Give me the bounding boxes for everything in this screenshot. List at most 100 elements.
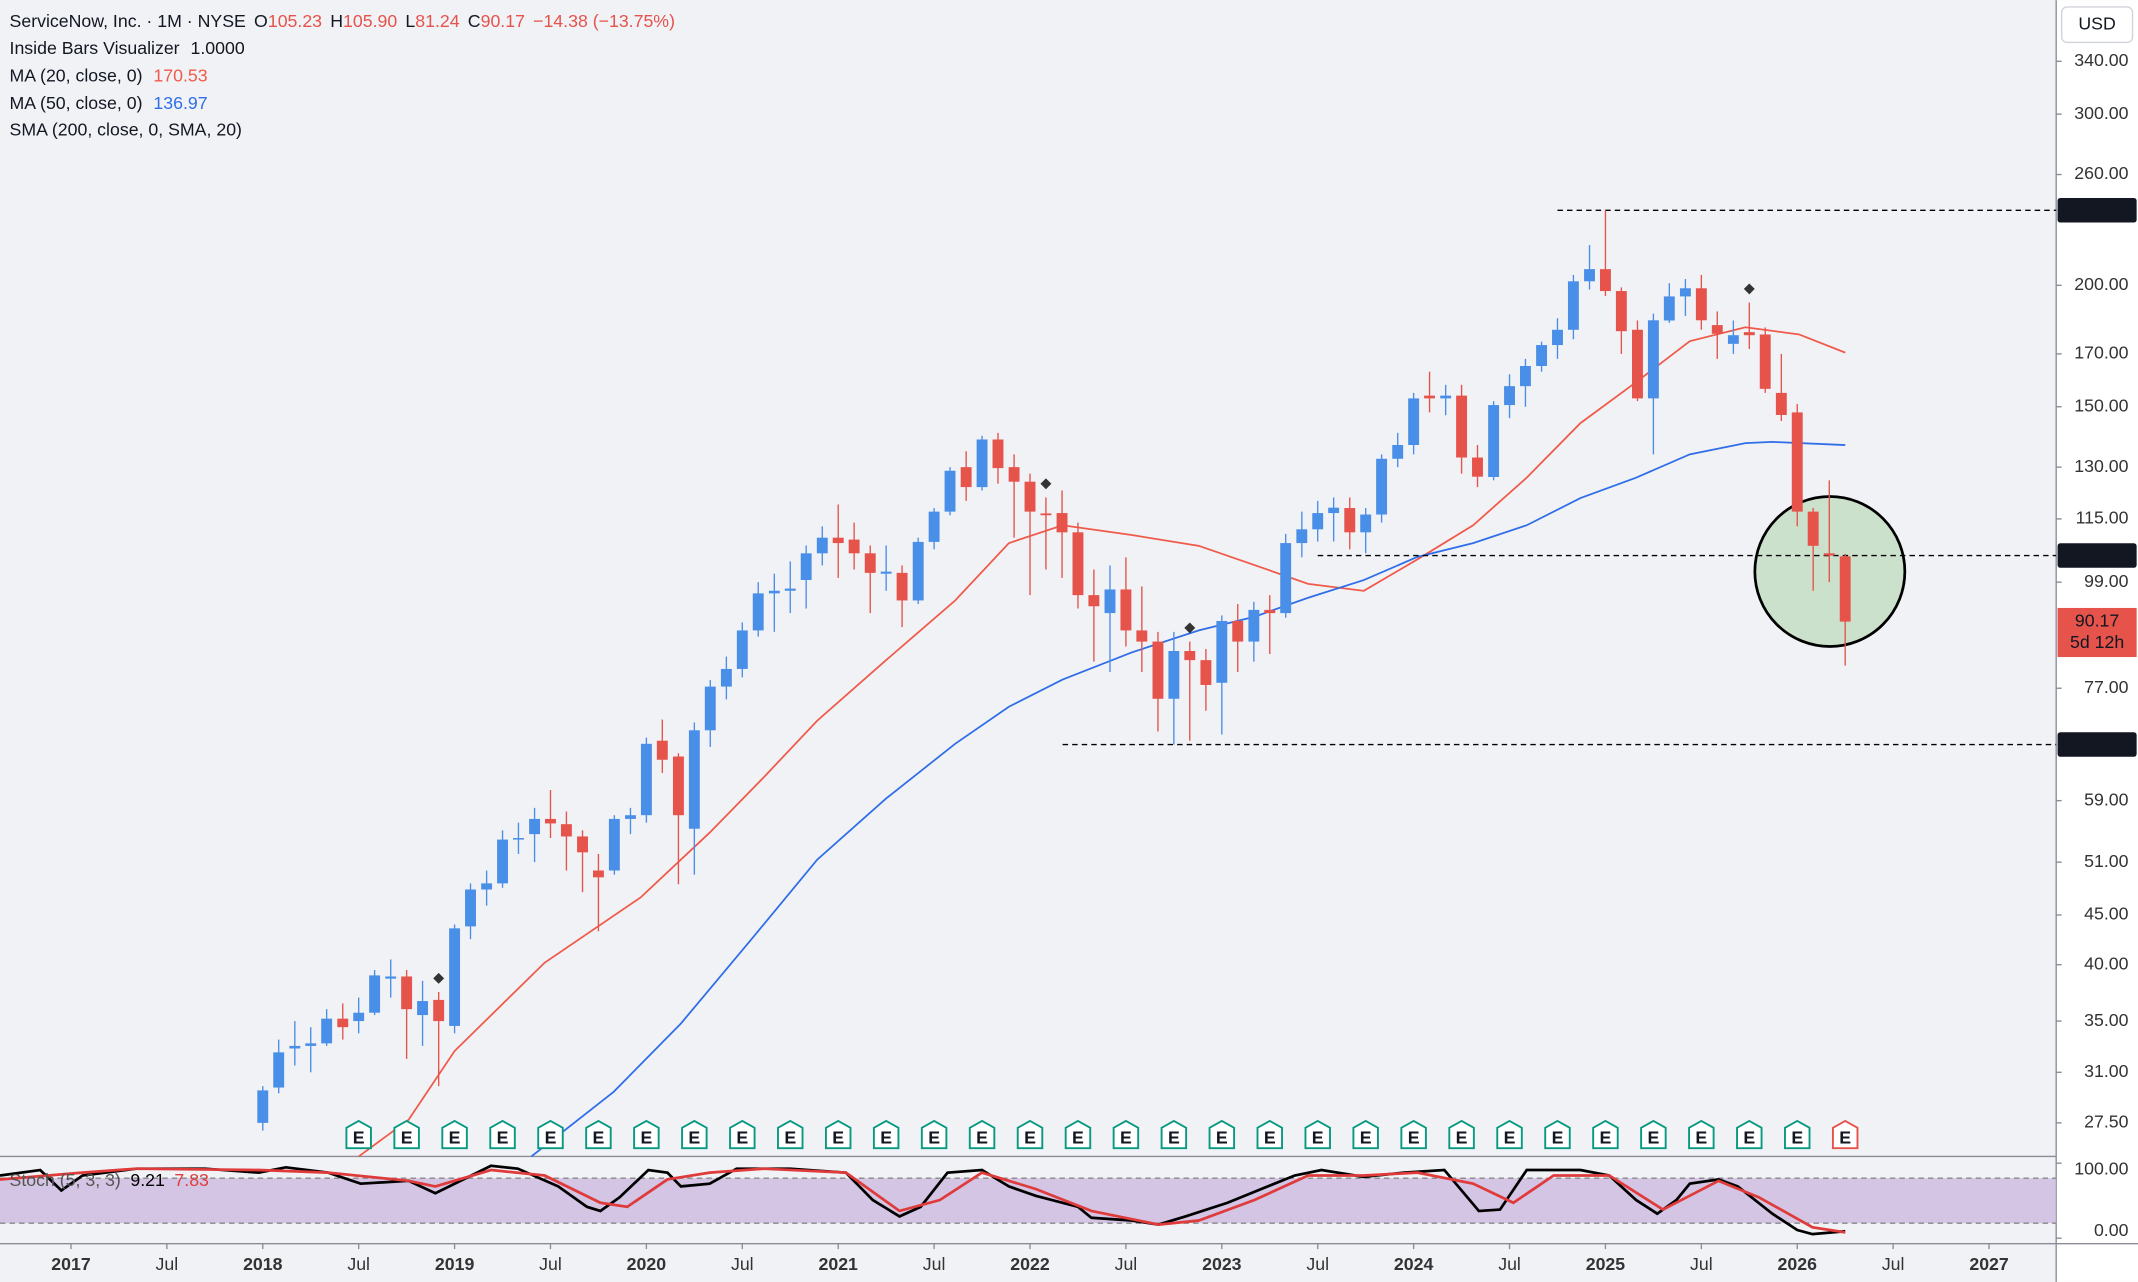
earnings-label: E — [1408, 1127, 1420, 1147]
y-tick-label: 31.00 — [2084, 1061, 2128, 1081]
candle-body — [433, 999, 445, 1022]
x-tick-label: 2018 — [243, 1254, 283, 1274]
x-tick-label: 2022 — [1010, 1254, 1050, 1274]
candle-body — [497, 839, 508, 884]
candle-body — [1520, 365, 1531, 387]
countdown-label: 5d 12h — [2070, 632, 2124, 652]
candle-body — [1264, 609, 1276, 614]
earnings-icon — [1640, 1119, 1667, 1150]
last-price-label: 90.17 — [2075, 610, 2119, 630]
earnings-label: E — [1600, 1127, 1612, 1147]
earnings-label: E — [1264, 1127, 1276, 1147]
earnings-icon — [1448, 1119, 1475, 1150]
earnings-icon — [537, 1119, 564, 1150]
earnings-label: E — [353, 1127, 365, 1147]
earnings-icon — [920, 1119, 948, 1150]
y-tick-label: 130.00 — [2074, 456, 2128, 476]
stoch-value: 7.83 — [174, 1170, 209, 1190]
earnings-label: E — [1072, 1127, 1084, 1147]
candle-body — [1839, 556, 1851, 622]
earnings-label: E — [593, 1127, 605, 1147]
candle-body — [976, 439, 988, 488]
earnings-icon — [1304, 1119, 1331, 1150]
x-tick-label: 2019 — [435, 1254, 475, 1274]
x-tick-label: Jul — [1498, 1254, 1521, 1274]
candle-body — [1743, 332, 1755, 336]
level-tag — [2057, 732, 2137, 757]
stoch-line — [0, 1164, 1846, 1236]
candle-body — [1456, 395, 1468, 458]
header-line: ServiceNow, Inc. · 1M · NYSE O105.23 H105.… — [10, 11, 675, 31]
level-label: 238.90 — [2070, 200, 2124, 220]
candle-body — [1248, 609, 1260, 642]
candle-body — [481, 883, 493, 890]
candle-body — [832, 537, 844, 544]
ohlc-value: 90.17 — [481, 11, 525, 31]
x-tick-label: 2025 — [1586, 1254, 1626, 1274]
ohlc-value: 105.90 — [343, 11, 397, 31]
indicator-legend: Inside Bars Visualizer 1.0000 — [10, 38, 245, 58]
indicator-name: Inside Bars Visualizer — [10, 38, 180, 58]
candle-body — [1296, 529, 1308, 544]
candle-body — [1504, 386, 1515, 406]
x-tick-label: Jul — [1115, 1254, 1138, 1274]
x-tick-label: 2024 — [1394, 1254, 1434, 1274]
indicator-legend: SMA (200, close, 0, SMA, 20) — [10, 120, 242, 140]
candle-body — [1759, 334, 1771, 389]
indicator-name: MA (20, close, 0) — [10, 65, 143, 85]
earnings-label: E — [1216, 1127, 1228, 1147]
earnings-icon — [633, 1119, 660, 1150]
earnings-label: E — [832, 1127, 844, 1147]
candle-body — [1408, 398, 1420, 446]
candle-body — [1328, 507, 1340, 514]
last-price-tag — [2057, 607, 2137, 658]
currency-button[interactable] — [2060, 6, 2134, 44]
ohlc-key: O — [254, 11, 268, 31]
earnings-icon — [968, 1119, 996, 1150]
candle-body — [816, 537, 828, 554]
stoch-legend: Stoch (5, 3, 3) 9.21 7.83 — [10, 1170, 210, 1190]
x-tick-label: Jul — [923, 1254, 946, 1274]
candle-body — [1695, 288, 1707, 321]
candle-body — [1168, 651, 1180, 699]
candle-body — [1344, 508, 1356, 533]
candle-body — [1360, 514, 1372, 533]
candle-body — [1647, 320, 1659, 399]
candle-body — [321, 1018, 333, 1044]
earnings-label: E — [1120, 1127, 1132, 1147]
earnings-icon — [489, 1119, 516, 1150]
indicator-legend: MA (50, close, 0) 136.97 — [10, 92, 208, 112]
y-tick-label: 35.00 — [2084, 1010, 2128, 1030]
candle-body — [1791, 412, 1803, 512]
earnings-icon — [1784, 1119, 1811, 1150]
earnings-icon — [1208, 1119, 1236, 1150]
candle-body — [449, 928, 461, 1026]
earnings-icon — [345, 1119, 372, 1150]
candle-body — [353, 1012, 365, 1022]
candle-body — [848, 539, 860, 554]
candle-body — [688, 730, 700, 829]
earnings-label: E — [1360, 1127, 1372, 1147]
earnings-icon — [1016, 1119, 1044, 1150]
x-tick-label: Jul — [1306, 1254, 1329, 1274]
candle-body — [1392, 445, 1404, 459]
level-tag — [2057, 197, 2137, 223]
earnings-icon — [1112, 1119, 1140, 1150]
candle-body — [1008, 467, 1020, 482]
y-tick-label: 0.00 — [2094, 1220, 2129, 1240]
earnings-label: E — [1456, 1127, 1468, 1147]
candle-body — [369, 975, 381, 1013]
currency-label[interactable]: USD — [2078, 13, 2115, 33]
candle-body — [800, 553, 812, 581]
candle-body — [1663, 296, 1675, 321]
candle-body — [944, 470, 956, 512]
earnings-label: E — [1168, 1127, 1180, 1147]
candle-body — [577, 836, 588, 853]
candle-body — [704, 686, 716, 731]
candle-body — [1088, 595, 1100, 607]
candle-body — [1280, 543, 1292, 614]
candle-body — [1152, 641, 1164, 699]
candle-body — [529, 818, 541, 835]
x-tick-label: 2021 — [818, 1254, 858, 1274]
